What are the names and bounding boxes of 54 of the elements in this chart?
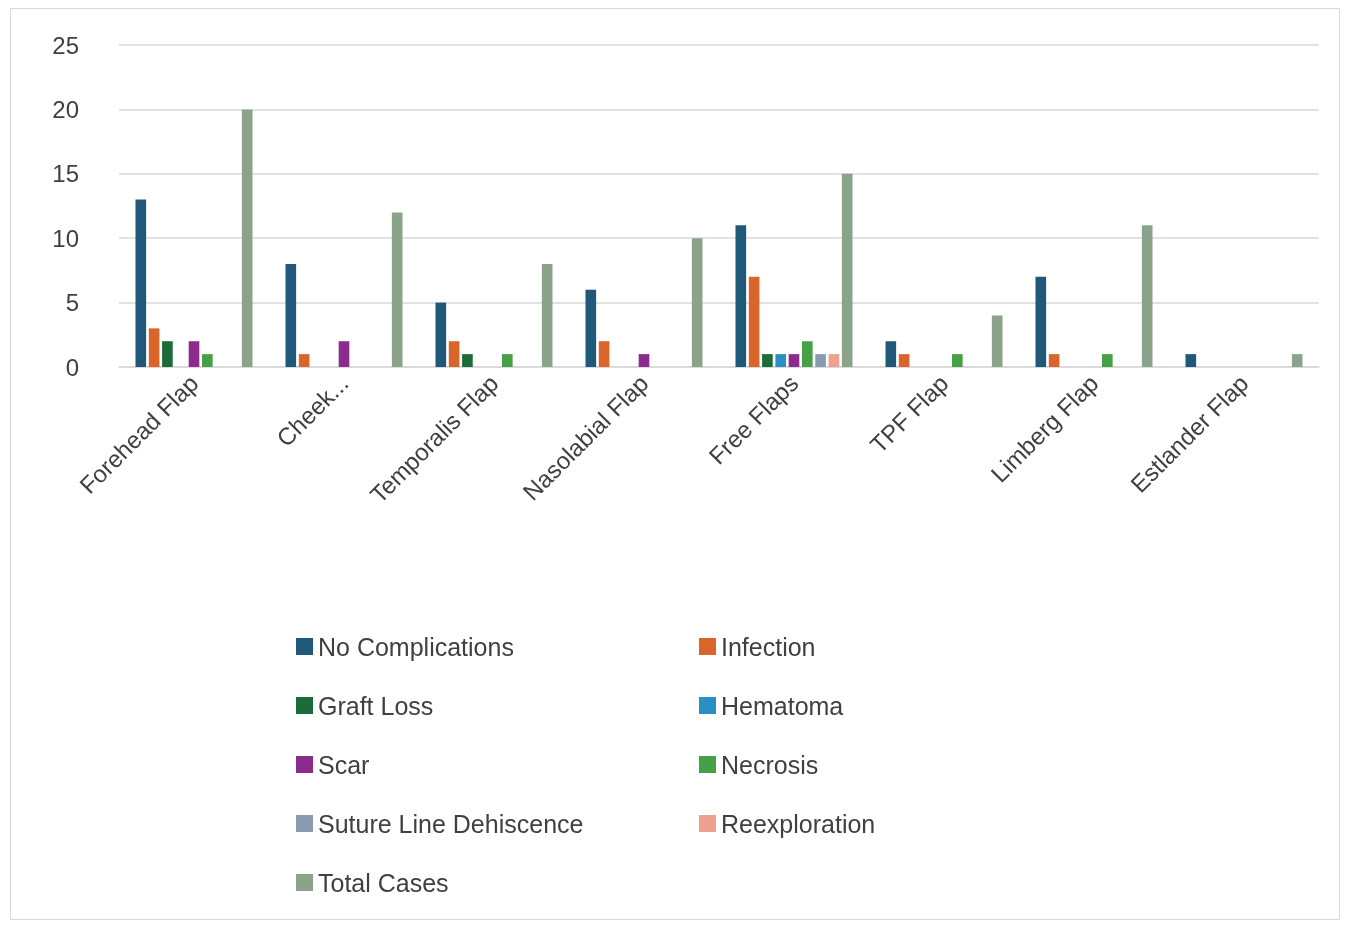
bar	[298, 354, 310, 367]
bar	[338, 341, 350, 367]
bar	[501, 354, 513, 367]
bar	[788, 354, 800, 367]
x-tick-label: TPF Flap	[864, 369, 954, 459]
legend-label: Graft Loss	[318, 691, 434, 720]
bar	[775, 354, 787, 367]
bar	[1141, 225, 1153, 367]
y-tick-label: 25	[52, 31, 79, 59]
legend-label: Suture Line Dehiscence	[318, 809, 584, 838]
bar	[435, 302, 447, 367]
bar	[748, 276, 760, 367]
bar	[762, 354, 773, 367]
bar	[585, 289, 597, 367]
bar	[135, 199, 147, 367]
bar	[148, 328, 160, 367]
bar	[1291, 354, 1303, 367]
bar	[188, 341, 200, 367]
legend-label: No Complications	[318, 632, 514, 661]
bar	[448, 341, 460, 367]
y-tick-label: 15	[52, 160, 79, 188]
y-tick-label: 20	[52, 95, 79, 123]
bar	[691, 238, 703, 367]
legend-label: Necrosis	[721, 750, 819, 779]
bar	[391, 212, 403, 367]
legend-label: Scar	[318, 750, 370, 779]
bar	[241, 109, 253, 367]
legend-label: Total Cases	[318, 868, 449, 897]
bar	[541, 263, 553, 367]
bar	[598, 341, 610, 367]
bar	[885, 341, 897, 367]
bar	[638, 354, 650, 367]
bar	[828, 354, 840, 367]
bar	[991, 315, 1003, 367]
legend-label: Hematoma	[721, 691, 844, 720]
y-tick-label: 0	[65, 353, 79, 381]
bar	[1035, 276, 1047, 367]
bar	[898, 354, 910, 367]
y-tick-label: 5	[65, 289, 79, 317]
bar	[201, 354, 213, 367]
bar	[1185, 354, 1197, 367]
bar	[735, 225, 747, 367]
legend-label: Infection	[721, 632, 816, 661]
bar	[285, 263, 297, 367]
bar	[951, 354, 963, 367]
y-tick-label: 10	[52, 224, 79, 252]
bar	[815, 354, 826, 367]
bar	[801, 341, 813, 367]
bar	[841, 173, 853, 367]
legend-label: Reexploration	[721, 809, 876, 838]
bar	[462, 354, 473, 367]
bar	[1101, 354, 1113, 367]
bar	[1048, 354, 1060, 367]
bar	[162, 341, 173, 367]
